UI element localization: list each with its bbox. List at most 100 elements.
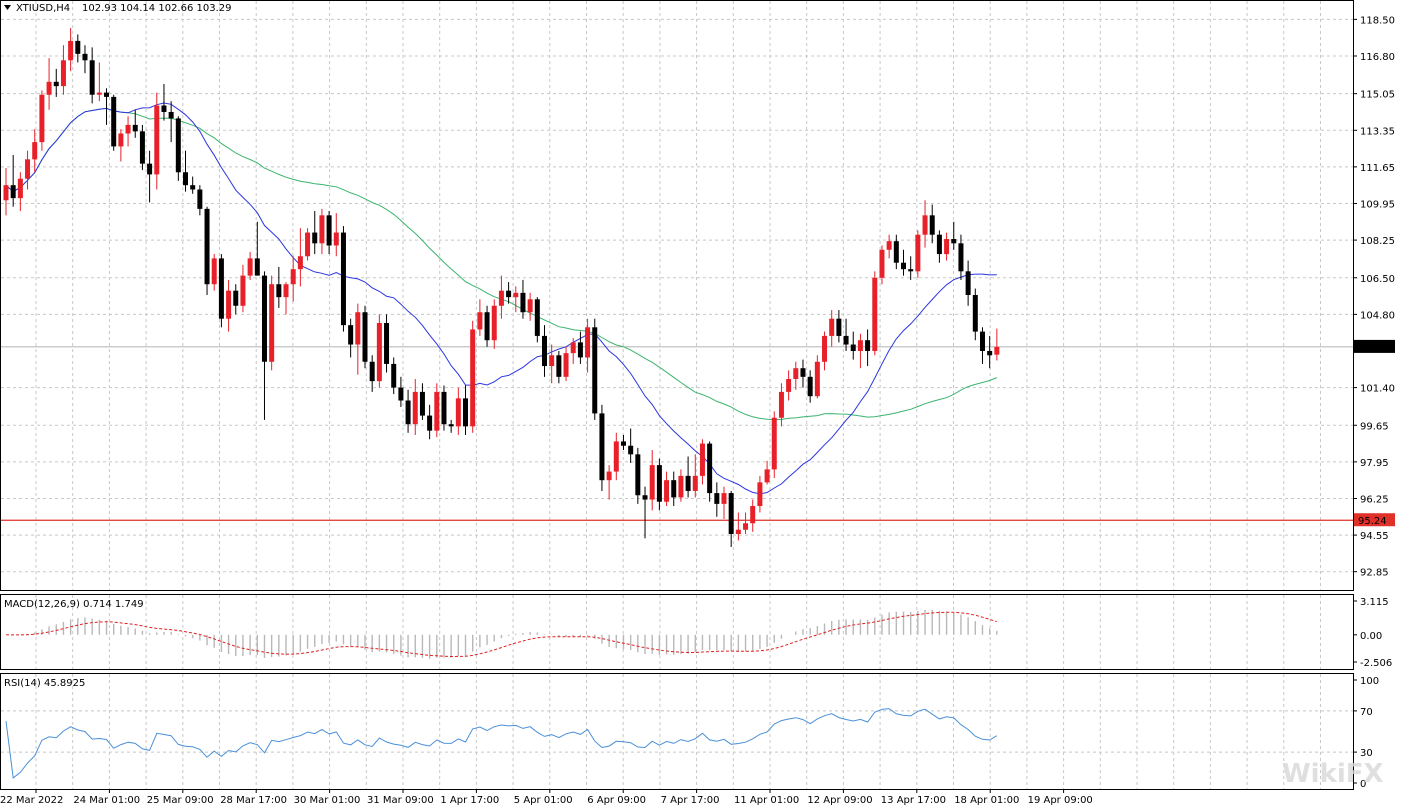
candle-body[interactable]	[82, 53, 88, 61]
candle-body[interactable]	[161, 105, 167, 112]
candle-body[interactable]	[197, 189, 203, 209]
candle-body[interactable]	[513, 292, 519, 298]
candle-body[interactable]	[563, 353, 569, 377]
candle-body[interactable]	[175, 118, 181, 173]
candle-body[interactable]	[965, 271, 971, 295]
candle-body[interactable]	[778, 391, 784, 418]
candle-body[interactable]	[857, 340, 863, 351]
candle-body[interactable]	[936, 234, 942, 255]
candle-body[interactable]	[233, 290, 239, 306]
candle-body[interactable]	[865, 340, 871, 351]
candle-body[interactable]	[211, 258, 217, 285]
candle-body[interactable]	[319, 215, 325, 244]
candle-body[interactable]	[297, 256, 303, 270]
candle-body[interactable]	[929, 215, 935, 235]
candle-body[interactable]	[556, 355, 562, 377]
candle-body[interactable]	[68, 40, 74, 61]
candle-body[interactable]	[764, 469, 770, 483]
candle-body[interactable]	[96, 92, 102, 95]
candle-body[interactable]	[190, 185, 196, 190]
candle-body[interactable]	[391, 363, 397, 388]
candle-body[interactable]	[886, 241, 892, 250]
candle-body[interactable]	[728, 493, 734, 535]
candle-body[interactable]	[534, 299, 540, 336]
candle-body[interactable]	[707, 443, 713, 494]
candle-body[interactable]	[520, 292, 526, 313]
candle-body[interactable]	[951, 239, 957, 244]
candle-body[interactable]	[247, 258, 253, 276]
candle-body[interactable]	[283, 284, 289, 298]
candle-body[interactable]	[613, 441, 619, 472]
candle-body[interactable]	[183, 172, 188, 186]
main-pane[interactable]	[0, 0, 1354, 591]
candle-body[interactable]	[671, 480, 677, 498]
candle-body[interactable]	[39, 94, 45, 143]
candle-body[interactable]	[477, 312, 483, 330]
candle-body[interactable]	[290, 269, 296, 285]
candle-body[interactable]	[893, 241, 899, 263]
candle-body[interactable]	[872, 277, 878, 351]
candle-body[interactable]	[17, 178, 23, 199]
candle-body[interactable]	[204, 208, 210, 285]
candle-body[interactable]	[915, 234, 921, 272]
candle-body[interactable]	[226, 290, 232, 319]
candle-body[interactable]	[305, 232, 311, 257]
candle-body[interactable]	[276, 284, 282, 298]
candle-body[interactable]	[104, 92, 110, 97]
candle-body[interactable]	[635, 454, 641, 496]
candle-body[interactable]	[807, 376, 813, 397]
candle-body[interactable]	[240, 275, 246, 306]
candle-body[interactable]	[506, 290, 512, 298]
candle-body[interactable]	[369, 361, 375, 382]
candle-body[interactable]	[664, 480, 670, 502]
candle-body[interactable]	[340, 232, 346, 326]
candle-body[interactable]	[628, 445, 634, 455]
candle-body[interactable]	[685, 475, 691, 491]
candle-body[interactable]	[405, 400, 411, 425]
candle-body[interactable]	[642, 495, 648, 500]
candle-body[interactable]	[800, 368, 806, 377]
candle-body[interactable]	[326, 215, 332, 246]
candle-body[interactable]	[111, 96, 117, 147]
candle-body[interactable]	[118, 133, 124, 147]
candle-body[interactable]	[979, 331, 985, 351]
candle-body[interactable]	[786, 378, 792, 392]
candle-body[interactable]	[721, 493, 727, 504]
candle-body[interactable]	[498, 290, 504, 306]
candle-body[interactable]	[312, 232, 318, 244]
candle-body[interactable]	[125, 124, 131, 134]
candle-body[interactable]	[620, 441, 626, 446]
candle-body[interactable]	[89, 60, 95, 95]
candle-body[interactable]	[261, 275, 267, 362]
candle-body[interactable]	[793, 368, 799, 379]
candle-body[interactable]	[958, 243, 964, 272]
candle-body[interactable]	[333, 232, 339, 246]
candle-body[interactable]	[348, 325, 354, 345]
candle-body[interactable]	[843, 335, 849, 345]
rsi-pane[interactable]	[0, 673, 1354, 790]
candle-body[interactable]	[10, 185, 16, 199]
candle-body[interactable]	[699, 443, 705, 476]
candle-body[interactable]	[527, 299, 533, 313]
candle-body[interactable]	[879, 249, 885, 278]
candle-body[interactable]	[376, 322, 382, 382]
candle-body[interactable]	[168, 111, 174, 119]
candle-body[interactable]	[154, 105, 160, 175]
candle-body[interactable]	[743, 523, 749, 530]
candle-body[interactable]	[678, 475, 684, 498]
candle-body[interactable]	[427, 415, 433, 431]
candle-body[interactable]	[599, 413, 605, 481]
candle-body[interactable]	[585, 327, 591, 358]
candle-body[interactable]	[60, 60, 66, 87]
candle-body[interactable]	[254, 258, 260, 276]
macd-pane[interactable]	[0, 594, 1354, 670]
candle-body[interactable]	[606, 471, 612, 481]
candle-body[interactable]	[656, 465, 662, 502]
candle-body[interactable]	[750, 506, 756, 524]
candle-body[interactable]	[692, 475, 698, 491]
candle-body[interactable]	[757, 482, 763, 507]
candle-body[interactable]	[649, 465, 655, 500]
collapse-triangle-icon[interactable]	[4, 5, 11, 10]
candle-body[interactable]	[484, 312, 490, 341]
candle-body[interactable]	[735, 529, 741, 535]
